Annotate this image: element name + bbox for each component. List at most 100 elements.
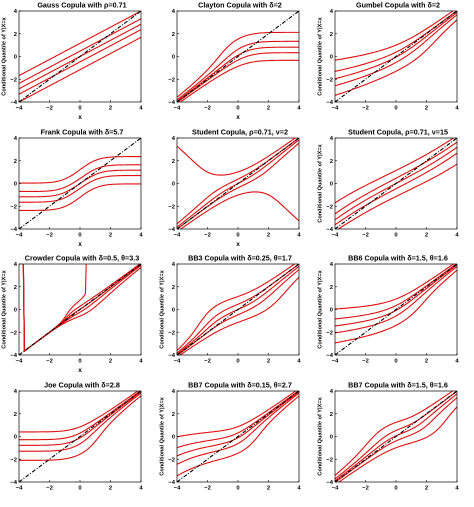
x-axis-label: x	[236, 114, 240, 121]
x-tick-label: 0	[236, 359, 239, 365]
quantile-curve-3	[19, 391, 141, 446]
chart-title: Crowder Copula with δ=0.5, θ=3.3	[25, 254, 140, 263]
quantile-curve-4	[19, 18, 141, 84]
x-tick-label: −4	[16, 106, 23, 112]
chart-svg: Frank Copula with δ=5.7 x −4 −2 0 2 4 −4 −2 0 2 4	[10, 128, 143, 249]
y-axis-label: Conditional Quantile of Y|X=x	[160, 269, 166, 348]
y-tick-label: 4	[14, 136, 18, 142]
quantile-curve-4	[177, 138, 299, 225]
x-tick-label: 2	[425, 486, 428, 492]
x-tick-label: −2	[204, 106, 211, 112]
y-tick-label: 0	[14, 308, 17, 314]
y-tick-label: −4	[326, 100, 333, 106]
quantile-curve-5	[19, 156, 141, 184]
chart-title: BB7 Copula with δ=0.15, θ=2.7	[188, 381, 292, 390]
x-tick-label: −2	[204, 486, 211, 492]
x-tick-label: 4	[455, 359, 459, 365]
y-tick-label: −4	[10, 480, 17, 486]
chart-panel-3: Gumbel Copula with δ=2 Conditional Quanti…	[316, 0, 474, 126]
diagonal-line	[19, 11, 141, 102]
y-tick-label: 0	[14, 55, 17, 61]
chart-panel-6: Student Copula, ρ=0.71, ν=15 Conditional …	[316, 127, 474, 253]
quantile-curve-3	[177, 391, 299, 457]
x-tick-label: 4	[139, 106, 143, 112]
y-tick-label: 2	[14, 412, 17, 418]
y-tick-label: 4	[330, 262, 334, 268]
quantile-curve-3	[335, 393, 457, 482]
quantile-curve-5	[177, 264, 296, 351]
quantile-curve-3	[177, 46, 299, 102]
plot-area	[335, 391, 457, 482]
chart-title: Gumbel Copula with δ=2	[356, 1, 440, 10]
x-tick-label: 0	[236, 233, 239, 239]
y-tick-label: 4	[330, 9, 334, 15]
x-tick-label: 4	[139, 233, 143, 239]
quantile-curve-1	[179, 59, 299, 102]
y-tick-label: −2	[326, 330, 333, 336]
diagonal-line	[335, 391, 457, 482]
quantile-curve-1	[19, 395, 141, 461]
x-tick-label: 2	[425, 233, 428, 239]
y-tick-label: 4	[14, 262, 18, 268]
plot-area	[177, 391, 299, 482]
chart-title: Gauss Copula with ρ=0.71	[37, 1, 126, 10]
plot-area	[19, 391, 141, 482]
x-tick-label: 0	[78, 233, 81, 239]
x-tick-label: 0	[236, 106, 239, 112]
y-tick-label: 4	[330, 389, 334, 395]
x-tick-label: 0	[394, 106, 397, 112]
quantile-curve-2	[19, 174, 141, 203]
y-tick-label: −4	[168, 100, 175, 106]
quantile-curve-1	[335, 19, 457, 96]
diagonal-line	[335, 264, 457, 355]
quantile-curve-2	[335, 397, 457, 482]
x-tick-label: 4	[297, 359, 301, 365]
y-axis-label: Conditional Quantile of Y|X=x	[2, 16, 8, 95]
y-tick-label: 2	[172, 159, 175, 165]
chart-panel-1: Gauss Copula with ρ=0.71 Conditional Quan…	[0, 0, 158, 126]
chart-svg: Crowder Copula with δ=0.5, θ=3.3 Conditio…	[2, 254, 144, 375]
y-tick-label: 0	[14, 435, 17, 441]
diagonal-line	[19, 138, 141, 229]
y-tick-label: 2	[172, 32, 175, 38]
x-tick-label: 0	[78, 106, 81, 112]
quantile-curve-2	[335, 14, 457, 87]
y-tick-label: 2	[14, 32, 17, 38]
quantile-curve-5	[335, 391, 454, 476]
x-tick-label: 4	[297, 106, 301, 112]
x-axis-label: x	[236, 241, 240, 248]
y-tick-label: −2	[10, 77, 17, 83]
x-tick-label: 0	[78, 486, 81, 492]
y-tick-label: 0	[330, 308, 333, 314]
chart-svg: Gauss Copula with ρ=0.71 Conditional Quan…	[2, 1, 144, 122]
x-axis-label: x	[78, 367, 82, 374]
chart-svg: Student Copula, ρ=0.71, ν=2 x −4 −2 0 2 4 −4 −2 0…	[168, 128, 301, 249]
y-tick-label: −2	[168, 77, 175, 83]
diagonal-line	[177, 138, 299, 229]
quantile-curve-2	[335, 152, 457, 226]
y-tick-label: −4	[10, 100, 17, 106]
chart-svg: BB7 Copula with δ=1.5, θ=1.6 Conditional …	[318, 381, 460, 492]
diagonal-line	[177, 391, 299, 482]
diagonal-line	[335, 11, 457, 102]
y-tick-label: 2	[172, 412, 175, 418]
quantile-curve-4	[335, 11, 457, 72]
chart-panel-2: Clayton Copula with δ=2 x −4 −2 0 2 4 −4 −2 0 2 4	[158, 0, 316, 126]
quantile-curve-1	[19, 183, 141, 211]
y-tick-label: 2	[330, 32, 333, 38]
chart-panel-12: BB7 Copula with δ=1.5, θ=1.6 Conditional …	[316, 380, 474, 506]
chart-title: BB7 Copula with δ=1.5, θ=1.6	[348, 381, 448, 390]
x-tick-label: −4	[332, 106, 339, 112]
chart-title: Student Copula, ρ=0.71, ν=15	[348, 128, 448, 137]
chart-panel-8: BB3 Copula with δ=0.25, θ=1.7 Conditional…	[158, 253, 316, 379]
chart-panel-4: Frank Copula with δ=5.7 x −4 −2 0 2 4 −4 −2 0 2 4	[0, 127, 158, 253]
x-tick-label: 2	[109, 486, 112, 492]
x-tick-label: −2	[362, 106, 369, 112]
x-tick-label: 4	[455, 233, 459, 239]
x-tick-label: −2	[46, 233, 53, 239]
quantile-curve-4	[177, 40, 299, 101]
quantile-curve-4	[335, 141, 457, 215]
x-tick-label: −2	[46, 106, 53, 112]
quantile-curve-4	[19, 391, 141, 441]
quantile-curve-2	[19, 29, 141, 95]
